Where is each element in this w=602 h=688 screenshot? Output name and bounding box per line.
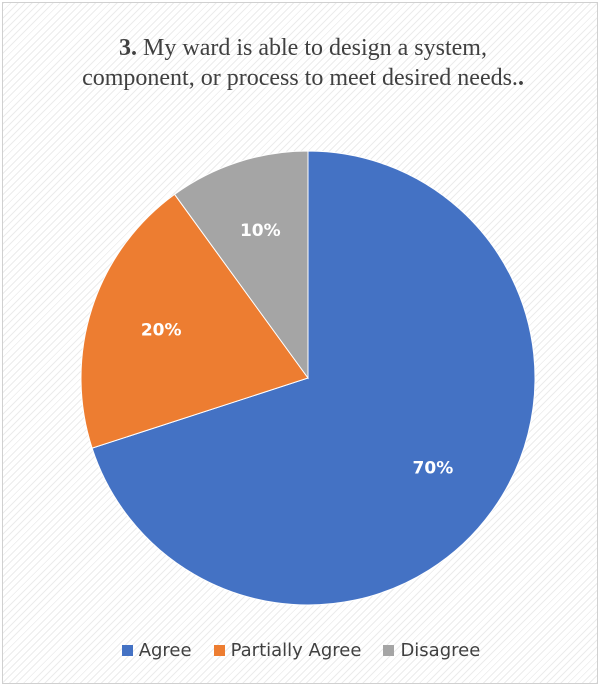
legend-item-disagree: Disagree (383, 640, 480, 661)
legend-swatch (213, 645, 225, 656)
legend-label: Agree (138, 640, 192, 661)
data-label-disagree: 10% (240, 221, 281, 241)
pie-slice-agree (91, 150, 536, 606)
legend-item-agree: Agree (121, 640, 192, 661)
legend-label: Disagree (400, 640, 481, 661)
title-number: 3. (119, 35, 138, 61)
legend-label: Partially Agree (230, 640, 362, 661)
legend-swatch (121, 645, 133, 656)
legend-swatch (383, 645, 395, 656)
title-suffix: . (517, 65, 524, 91)
pie-slice-disagree (173, 150, 309, 380)
chart-title: 3. My ward is able to design a system, c… (63, 33, 543, 93)
legend-item-partially-agree: Partially Agree (213, 640, 362, 661)
data-label-agree: 70% (413, 459, 454, 479)
legend: Agree Partially Agree Disagree (0, 640, 602, 661)
title-text: My ward is able to design a system, comp… (82, 35, 518, 91)
pie-slice-partially-agree (80, 193, 309, 449)
data-label-partially-agree: 20% (141, 320, 182, 340)
